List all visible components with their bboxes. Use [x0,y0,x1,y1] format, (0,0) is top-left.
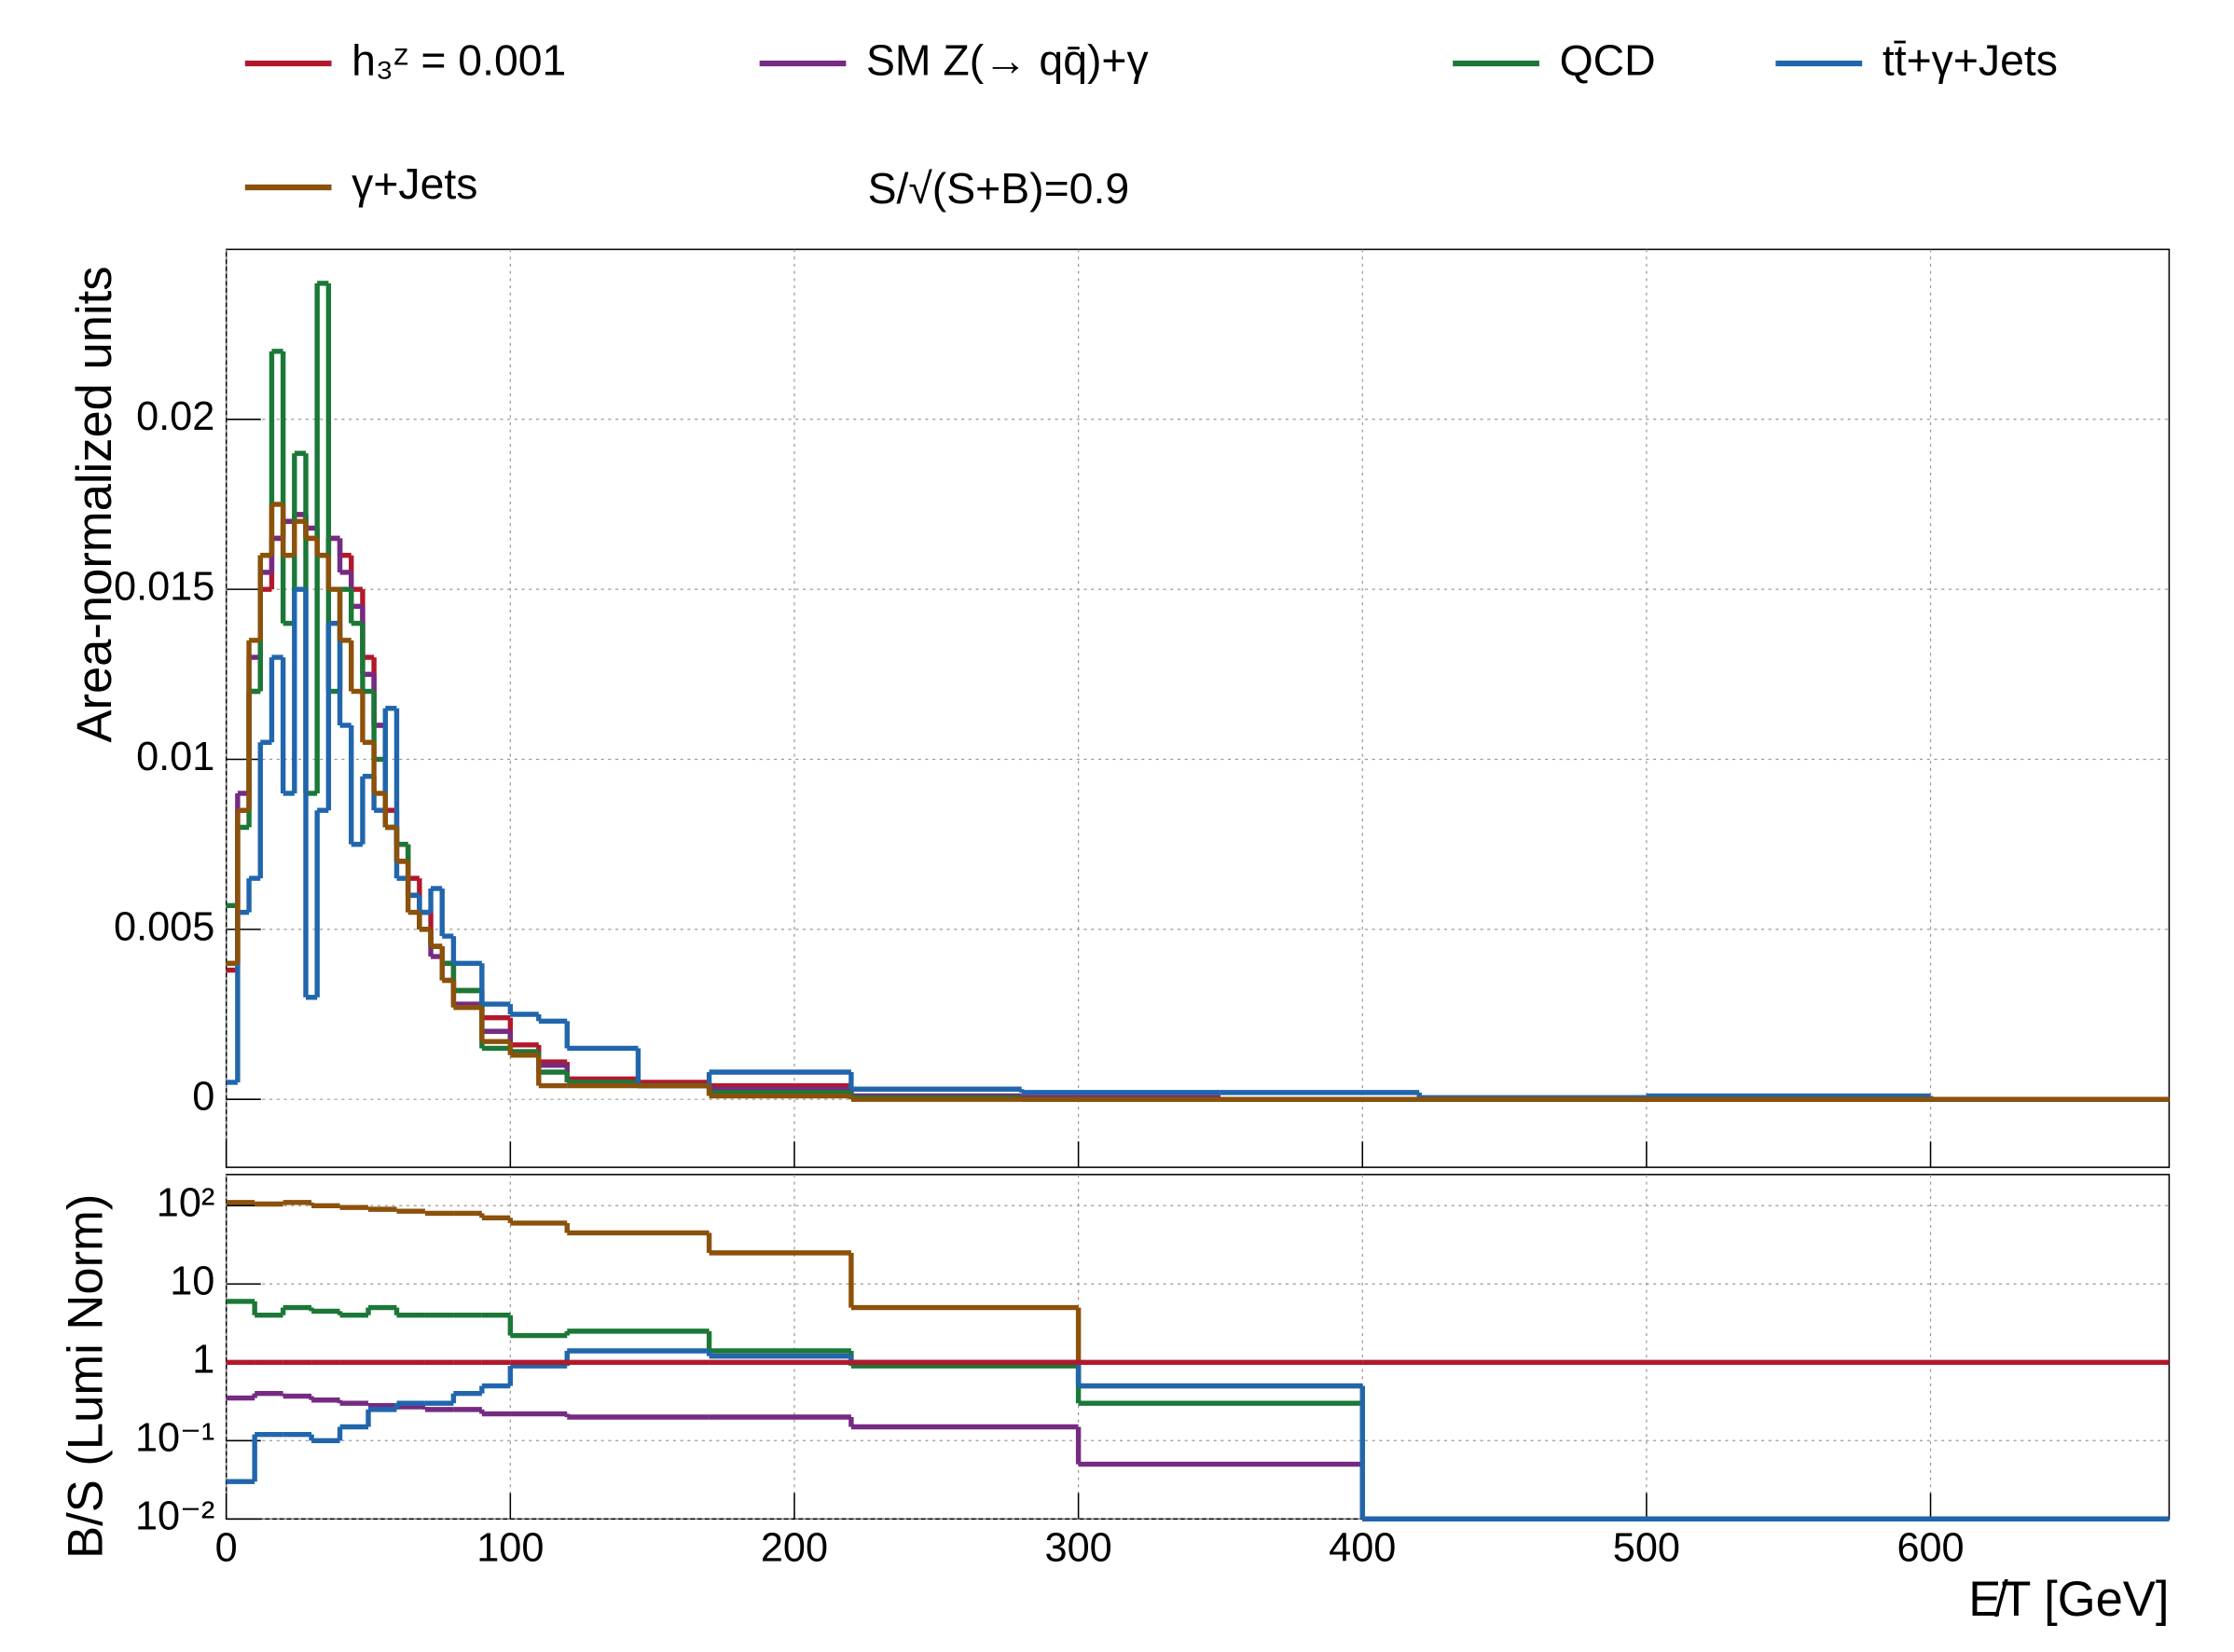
y-tick-label: 10⁻¹ [135,1416,214,1461]
legend-label: QCD [1560,35,1656,84]
y-tick-label: 0.005 [114,904,214,949]
y-tick-label: 10 [170,1260,214,1304]
legend-label: h₃ᶻ = 0.001 [352,35,566,84]
annotation: S/√(S+B)=0.9 [868,164,1130,213]
y-tick-label: 0.015 [114,565,214,610]
x-axis-label: E̸T [GeV] [1968,1572,2169,1627]
y-tick-label: 10⁻² [135,1494,214,1539]
x-tick-label: 100 [476,1526,544,1571]
legend-label: tt̄+γ+Jets [1882,35,2058,84]
x-tick-label: 600 [1896,1526,1964,1571]
y-tick-label: 0 [192,1075,214,1120]
y-tick-label: 0.01 [136,735,214,779]
ratio-frame [225,1174,2171,1521]
y-tick-label: 10² [157,1181,215,1226]
y-axis-label: B/S (Lumi Norm) [59,1194,114,1559]
top-frame [225,248,2171,1168]
y-tick-label: 1 [192,1338,214,1383]
legend-label: γ+Jets [352,159,477,208]
x-tick-label: 0 [215,1526,238,1571]
y-tick-label: 0.02 [136,394,214,439]
x-tick-label: 500 [1613,1526,1680,1571]
x-tick-label: 300 [1045,1526,1112,1571]
x-tick-label: 200 [761,1526,828,1571]
y-axis-label: Area-normalized units [67,266,122,742]
x-tick-label: 400 [1329,1526,1396,1571]
legend-label: SM Z(→ qq̄)+γ [866,35,1149,84]
